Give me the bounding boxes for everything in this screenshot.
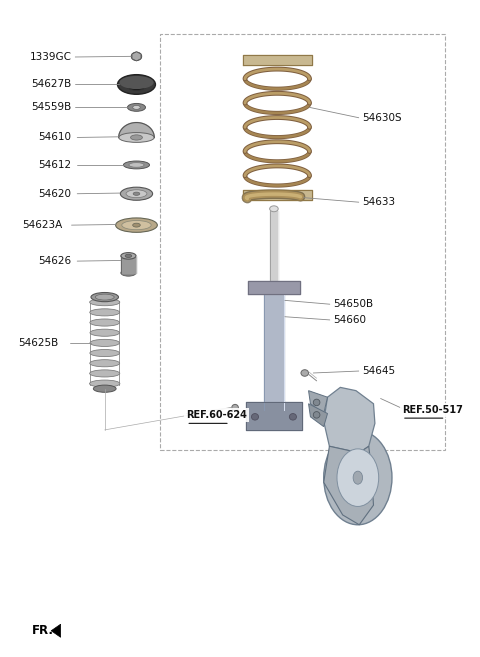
Text: 54645: 54645	[362, 366, 396, 376]
Ellipse shape	[129, 163, 144, 168]
Ellipse shape	[120, 187, 153, 200]
Ellipse shape	[126, 190, 147, 198]
Ellipse shape	[95, 294, 114, 300]
Ellipse shape	[128, 103, 145, 111]
Ellipse shape	[123, 161, 149, 169]
Polygon shape	[309, 391, 327, 413]
Ellipse shape	[90, 359, 120, 367]
Polygon shape	[309, 404, 327, 426]
Ellipse shape	[121, 269, 136, 276]
Ellipse shape	[121, 252, 136, 259]
Circle shape	[353, 471, 362, 484]
Ellipse shape	[90, 380, 120, 387]
Ellipse shape	[120, 76, 154, 89]
Ellipse shape	[313, 411, 320, 418]
Ellipse shape	[289, 413, 297, 420]
Ellipse shape	[132, 223, 140, 227]
Ellipse shape	[90, 370, 120, 377]
Ellipse shape	[131, 135, 143, 140]
Ellipse shape	[90, 350, 120, 357]
Ellipse shape	[116, 218, 157, 233]
Text: 1339GC: 1339GC	[30, 52, 72, 62]
Ellipse shape	[270, 206, 278, 212]
Polygon shape	[132, 52, 141, 61]
Ellipse shape	[252, 413, 259, 420]
Polygon shape	[324, 388, 375, 453]
Ellipse shape	[90, 309, 120, 316]
Text: FR.: FR.	[32, 624, 54, 637]
Text: REF.50-517: REF.50-517	[402, 405, 463, 415]
Ellipse shape	[90, 319, 120, 326]
Text: 54630S: 54630S	[362, 113, 402, 123]
Ellipse shape	[90, 339, 120, 346]
Polygon shape	[119, 123, 154, 137]
Text: 54623A: 54623A	[22, 220, 62, 230]
Text: 54626: 54626	[38, 256, 72, 266]
Polygon shape	[51, 624, 60, 637]
Text: 54650B: 54650B	[333, 300, 373, 309]
Ellipse shape	[90, 299, 120, 306]
Text: 54625B: 54625B	[18, 338, 58, 348]
Text: 54559B: 54559B	[31, 102, 72, 112]
Text: 54610: 54610	[38, 133, 72, 143]
Ellipse shape	[93, 385, 116, 392]
Ellipse shape	[125, 79, 148, 91]
Ellipse shape	[232, 405, 239, 411]
Polygon shape	[324, 446, 373, 525]
Circle shape	[337, 449, 379, 507]
Ellipse shape	[119, 133, 154, 143]
Text: 54660: 54660	[333, 315, 366, 325]
Ellipse shape	[313, 399, 320, 406]
Ellipse shape	[118, 75, 156, 95]
Circle shape	[324, 430, 392, 525]
Text: 54612: 54612	[38, 160, 72, 170]
Ellipse shape	[91, 292, 119, 302]
Ellipse shape	[122, 221, 151, 230]
Ellipse shape	[90, 329, 120, 336]
Text: REF.60-624: REF.60-624	[186, 410, 247, 420]
Text: 54633: 54633	[362, 197, 396, 207]
Ellipse shape	[132, 105, 140, 109]
Ellipse shape	[301, 370, 309, 376]
Text: 54627B: 54627B	[31, 79, 72, 89]
Ellipse shape	[131, 52, 142, 60]
Ellipse shape	[133, 192, 140, 195]
Text: 54620: 54620	[38, 189, 72, 198]
Ellipse shape	[125, 254, 132, 258]
